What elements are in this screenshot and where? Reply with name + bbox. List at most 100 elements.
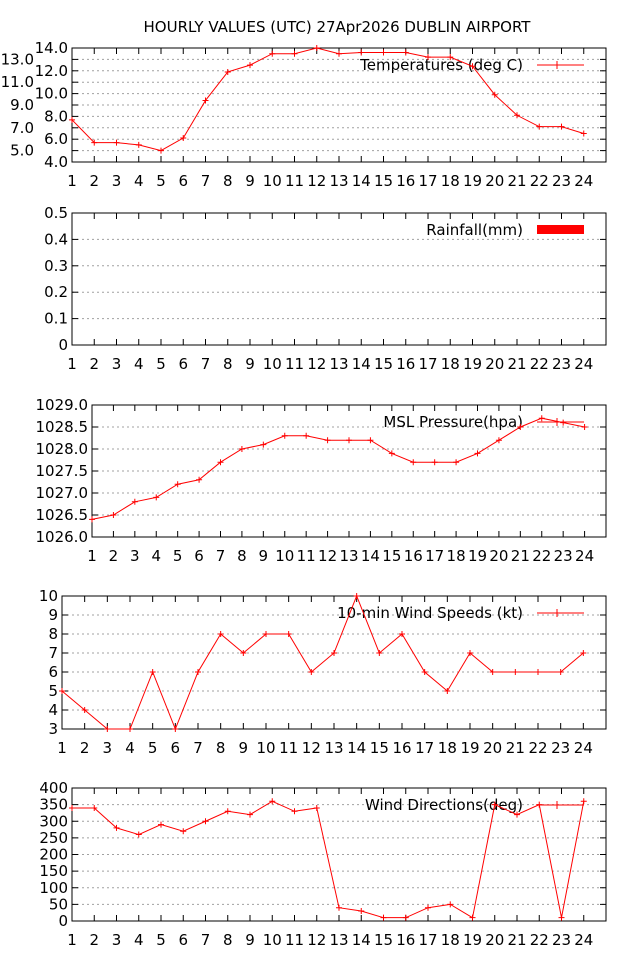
data-point xyxy=(260,441,267,448)
y-tick-label: 1027.0 xyxy=(36,484,89,502)
y-tick-label: 10.0 xyxy=(35,85,68,103)
y-tick-label: 4.0 xyxy=(44,153,68,171)
x-tick-label: 19 xyxy=(463,931,482,949)
data-point xyxy=(469,63,476,70)
x-tick-label: 19 xyxy=(460,739,479,757)
x-tick-label: 6 xyxy=(178,931,188,949)
data-point xyxy=(336,904,342,911)
data-point xyxy=(358,908,365,915)
y-tick-label: 12.0 xyxy=(35,62,68,80)
data-point xyxy=(517,424,524,430)
x-tick-label: 16 xyxy=(392,739,411,757)
data-point xyxy=(402,914,409,921)
x-tick-label: 15 xyxy=(370,739,389,757)
x-tick-label: 24 xyxy=(574,172,593,190)
data-point xyxy=(224,68,231,75)
x-tick-label: 13 xyxy=(324,739,343,757)
data-point xyxy=(127,726,133,732)
x-tick-label: 4 xyxy=(125,739,135,757)
y-tick-label: 6 xyxy=(48,663,58,681)
x-tick-label: 11 xyxy=(285,355,304,373)
series-line xyxy=(91,417,585,520)
x-tick-label: 24 xyxy=(574,931,593,949)
y-tick-label: 7.0 xyxy=(10,119,34,137)
data-point xyxy=(536,801,543,808)
data-point xyxy=(367,437,374,444)
data-point xyxy=(410,459,417,466)
x-tick-label: 8 xyxy=(216,739,226,757)
x-tick-label: 15 xyxy=(374,172,393,190)
data-point xyxy=(580,130,587,137)
data-point xyxy=(491,91,498,98)
x-tick-label: 1 xyxy=(67,931,77,949)
x-tick-label: 2 xyxy=(109,547,119,565)
y-tick-label: 250 xyxy=(39,829,68,847)
data-point xyxy=(303,432,310,439)
x-tick-label: 22 xyxy=(532,547,551,565)
x-tick-label: 8 xyxy=(223,355,233,373)
data-point xyxy=(217,459,224,466)
x-tick-label: 17 xyxy=(418,931,437,949)
data-point xyxy=(514,811,520,818)
data-point xyxy=(402,49,409,56)
y-tick-label: 9.0 xyxy=(10,96,34,114)
y-tick-label: 1027.5 xyxy=(36,462,89,480)
y-tick-label: 8.0 xyxy=(44,107,68,125)
y-tick-label: 50 xyxy=(49,895,68,913)
data-point xyxy=(425,54,431,61)
x-tick-label: 3 xyxy=(112,931,122,949)
x-tick-label: 6 xyxy=(178,355,188,373)
data-point xyxy=(113,139,120,146)
data-point xyxy=(431,459,438,466)
y-tick-label: 9 xyxy=(48,606,58,624)
x-tick-label: 20 xyxy=(483,739,502,757)
x-tick-label: 12 xyxy=(307,931,326,949)
x-tick-label: 5 xyxy=(156,931,166,949)
data-point xyxy=(149,669,156,675)
legend-label: Temperatures (deg C) xyxy=(359,56,523,74)
x-tick-label: 18 xyxy=(447,547,466,565)
x-tick-label: 21 xyxy=(511,547,530,565)
data-point xyxy=(224,808,231,815)
data-point xyxy=(313,45,320,51)
x-tick-label: 22 xyxy=(530,172,549,190)
data-point xyxy=(202,818,209,825)
data-point xyxy=(495,437,502,444)
data-point xyxy=(285,631,292,637)
y-tick-label: 1028.0 xyxy=(36,440,89,458)
data-point xyxy=(89,516,95,523)
data-point xyxy=(560,419,567,426)
legend-marker xyxy=(553,801,561,809)
x-tick-label: 11 xyxy=(285,931,304,949)
data-point xyxy=(444,688,451,694)
y-tick-label: 200 xyxy=(39,846,68,864)
x-tick-label: 18 xyxy=(438,739,457,757)
x-tick-label: 11 xyxy=(279,739,298,757)
x-tick-label: 19 xyxy=(463,172,482,190)
legend-label: Rainfall(mm) xyxy=(426,221,523,239)
x-tick-label: 18 xyxy=(441,355,460,373)
x-tick-label: 11 xyxy=(285,172,304,190)
data-point xyxy=(135,141,142,148)
data-point xyxy=(131,498,138,505)
data-point xyxy=(195,669,201,675)
data-point xyxy=(104,726,111,732)
x-tick-label: 3 xyxy=(112,172,122,190)
x-tick-label: 13 xyxy=(329,355,348,373)
data-point xyxy=(425,904,431,911)
data-point xyxy=(291,50,298,57)
x-tick-label: 2 xyxy=(89,172,99,190)
y-tick-label: 100 xyxy=(39,879,68,897)
data-point xyxy=(558,123,565,130)
y-tick-label: 1029.0 xyxy=(36,396,89,414)
y-tick-label: 0.2 xyxy=(44,283,68,301)
data-point xyxy=(489,669,496,675)
data-point xyxy=(491,801,498,808)
x-tick-label: 7 xyxy=(201,931,211,949)
data-point xyxy=(353,593,360,599)
data-point xyxy=(324,437,331,444)
x-tick-label: 3 xyxy=(112,355,122,373)
x-tick-label: 5 xyxy=(156,172,166,190)
